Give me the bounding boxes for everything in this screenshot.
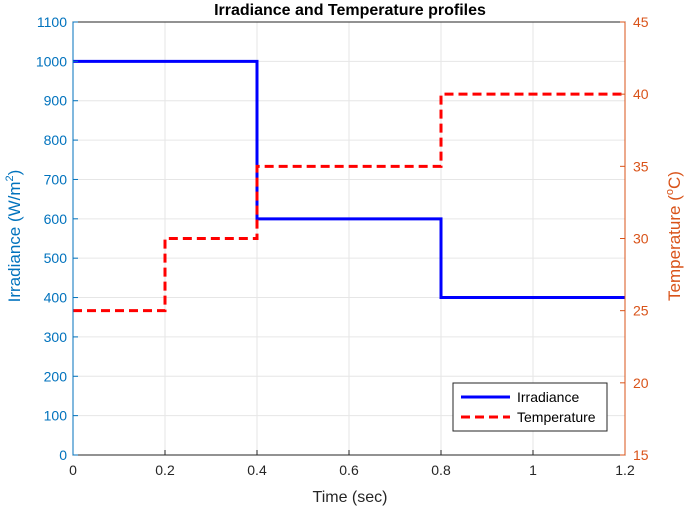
x-tick-label: 1.2 <box>615 462 635 478</box>
y-left-tick-label: 1100 <box>37 14 67 30</box>
y-left-label-base: Irradiance (W/m <box>5 181 24 302</box>
y-left-tick-label: 200 <box>44 368 68 384</box>
x-tick-label: 0.4 <box>247 462 267 478</box>
y-left-tick-label: 800 <box>44 132 68 148</box>
x-tick-label: 0.6 <box>339 462 359 478</box>
y-right-tick-label: 15 <box>633 447 649 463</box>
y-left-tick-label: 700 <box>44 171 68 187</box>
x-tick-label: 0 <box>69 462 77 478</box>
y-right-tick-label: 30 <box>633 231 649 247</box>
y-right-label-base: Temperature ( <box>665 195 684 301</box>
x-tick-label: 0.2 <box>155 462 175 478</box>
y-right-tick-label: 25 <box>633 303 649 319</box>
y-axis-left-label: Irradiance (W/m2) <box>4 170 24 303</box>
x-tick-label: 0.8 <box>431 462 451 478</box>
y-right-tick-label: 20 <box>633 375 649 391</box>
y-left-label-sup: 2 <box>4 175 16 181</box>
tick-layer: 0 0.2 0.4 0.6 0.8 1 1.2 0 100 200 300 400 500 600 700 8… <box>36 14 649 478</box>
y-right-label-sup: o <box>664 189 676 195</box>
y-right-tick-label: 45 <box>633 14 649 30</box>
y-right-tick-label: 35 <box>633 158 649 174</box>
legend-temperature-label: Temperature <box>517 409 596 425</box>
y-left-tick-label: 600 <box>44 211 68 227</box>
series-line-temperature <box>73 92 625 313</box>
y-left-tick-label: 300 <box>44 329 68 345</box>
y-left-tick-label: 1000 <box>36 53 67 69</box>
y-left-tick-label: 0 <box>59 447 67 463</box>
y-right-label-tail: C) <box>665 171 684 189</box>
y-left-tick-label: 400 <box>44 290 68 306</box>
x-tick-label: 1 <box>529 462 537 478</box>
y-left-label-tail: ) <box>5 170 24 176</box>
chart-title: Irradiance and Temperature profiles <box>214 2 486 19</box>
series-line-irradiance <box>73 59 625 300</box>
y-left-tick-label: 500 <box>44 250 68 266</box>
legend-irradiance-label: Irradiance <box>517 389 579 405</box>
x-axis-label: Time (sec) <box>313 489 388 506</box>
y-right-tick-label: 40 <box>633 86 649 102</box>
y-left-tick-label: 900 <box>44 93 68 109</box>
y-left-tick-label: 100 <box>44 408 68 424</box>
y-axis-right-label: Temperature (oC) <box>664 171 684 301</box>
legend: Irradiance Temperature <box>452 382 608 432</box>
legend-box <box>452 382 608 432</box>
series-layer <box>73 59 625 313</box>
